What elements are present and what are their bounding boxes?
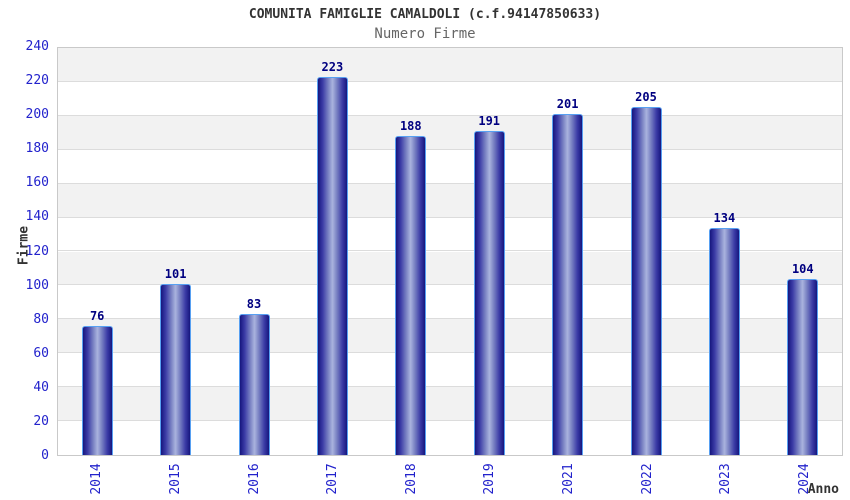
x-tick-label: 2014 [88,463,104,495]
bar-value-label: 104 [791,261,814,276]
plot-band [58,115,842,150]
bar [395,136,427,455]
bar [160,283,192,455]
x-tick-label: 2021 [560,463,576,495]
plot-band [58,183,842,218]
x-tick-label: 2022 [639,463,654,495]
bar [316,76,348,455]
y-tick-label: 200 [25,107,49,123]
x-tick-label: 2023 [717,463,733,495]
bar-value-label: 76 [89,309,105,324]
x-tick-label: 2019 [481,463,497,495]
y-tick-label: 240 [25,39,49,54]
bar-value-label: 83 [246,297,262,312]
y-tick-label: 140 [25,209,49,225]
bar [708,227,740,455]
plot-area: 76 101 83 223 188 191 201 205 134 104 [57,47,843,456]
x-tick-label: 2017 [324,463,340,495]
y-tick-label: 180 [25,141,49,157]
bar-value-label: 205 [635,90,657,105]
y-tick-label: 60 [33,345,49,361]
bar-value-label: 201 [556,97,579,112]
x-tick-label: 2016 [246,463,261,495]
bars-layer: 76 101 83 223 188 191 201 205 134 104 [58,48,842,455]
y-tick-label: 100 [25,277,49,293]
y-tick-label: 20 [33,413,49,429]
y-tick-label: 0 [41,448,49,463]
bar-value-label: 223 [321,59,344,74]
x-axis-title: Anno [807,482,839,497]
bar [630,107,662,455]
y-axis-title: Firme [16,225,32,266]
y-tick-label: 160 [25,175,49,191]
x-tick-label: 2015 [167,463,183,495]
bar-value-label: 101 [164,266,187,281]
bar [473,131,505,455]
bar [552,114,584,455]
y-tick-label: 220 [25,73,49,89]
chart-subtitle: Numero Firme [374,26,476,42]
y-tick-label: 40 [33,379,49,395]
bar [81,326,113,455]
y-tick-label: 120 [25,243,49,259]
chart-title: COMUNITA FAMIGLIE CAMALDOLI (c.f.9414785… [248,7,602,22]
bar [787,278,819,455]
plot-band [58,149,842,184]
plot-band [58,48,842,82]
bar-value-label: 188 [399,119,422,134]
x-tick-label: 2018 [403,463,419,495]
bar-value-label: 134 [713,210,736,225]
y-tick-label: 80 [33,311,49,327]
plot-band [58,81,842,116]
bar [238,314,270,455]
bar-value-label: 191 [478,114,501,129]
